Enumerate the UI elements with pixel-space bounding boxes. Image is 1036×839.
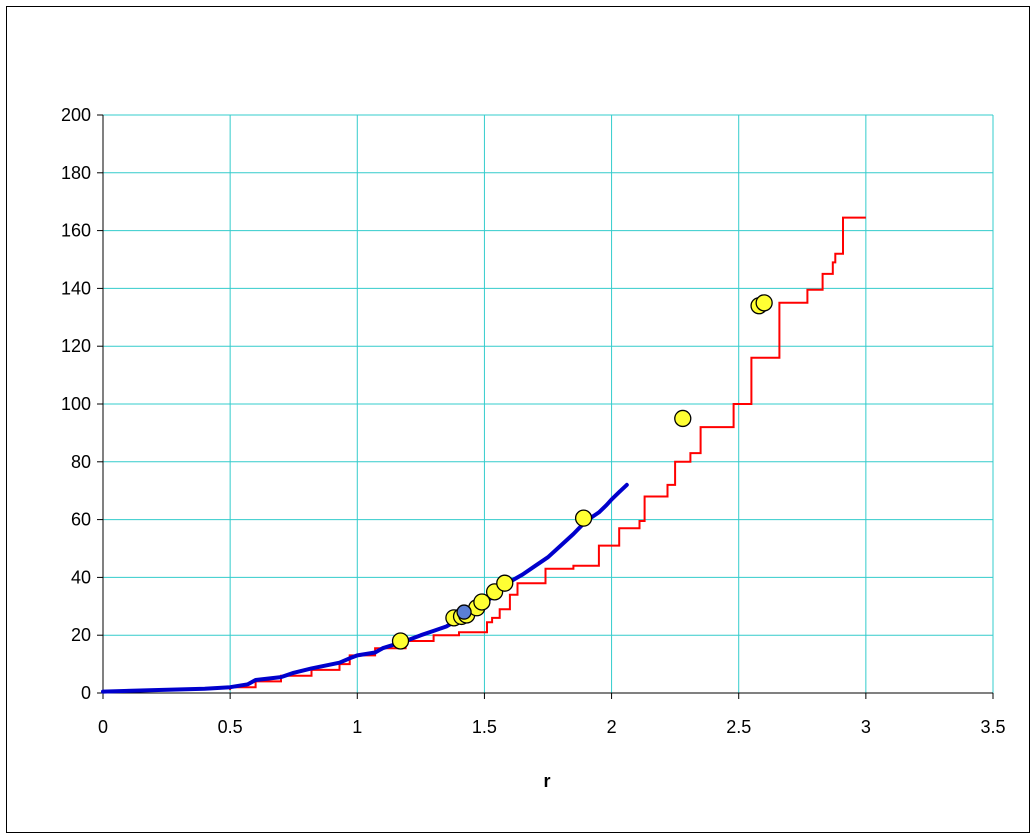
y-tick-label: 40	[71, 567, 91, 587]
y-tick-label: 20	[71, 625, 91, 645]
x-tick-label: 1.5	[472, 717, 497, 737]
grid-layer	[103, 114, 994, 693]
chart-frame	[6, 6, 1030, 833]
x-tick-label: 3	[861, 717, 871, 737]
y-tick-label: 120	[61, 336, 91, 356]
x-tick-label: 2	[607, 717, 617, 737]
highlighted-scatter-point	[456, 604, 472, 620]
y-tick-label: 80	[71, 452, 91, 472]
y-tick-label: 60	[71, 510, 91, 530]
step-series-line	[229, 216, 866, 691]
scatter-point	[574, 509, 593, 527]
x-tick-label: 2.5	[726, 717, 751, 737]
y-tick-label: 140	[61, 278, 91, 298]
y-tick-label: 100	[61, 394, 91, 414]
x-tick-label: 0.5	[218, 717, 243, 737]
x-tick-label: 3.5	[980, 717, 1005, 737]
y-tick-label: 0	[81, 683, 91, 703]
scatter-point	[473, 593, 491, 611]
y-tick-label: 160	[61, 221, 91, 241]
x-tick-label: 1	[352, 717, 362, 737]
smooth-series-line	[101, 482, 629, 694]
markers-layer	[391, 294, 773, 650]
scatter-point	[496, 574, 514, 592]
x-axis-title: r	[543, 771, 550, 791]
scatter-point	[755, 294, 773, 312]
scatter-point	[674, 409, 692, 428]
y-tick-label: 180	[61, 163, 91, 183]
x-tick-label: 0	[98, 717, 108, 737]
series-layer	[101, 216, 866, 694]
scatter-point	[391, 632, 410, 650]
axes-layer: 0 20 40 60 80 100 120 140 160 180 200 0 0.5 1 1.5 2 2.5 3…	[61, 105, 1006, 737]
y-tick-label: 200	[61, 105, 91, 125]
